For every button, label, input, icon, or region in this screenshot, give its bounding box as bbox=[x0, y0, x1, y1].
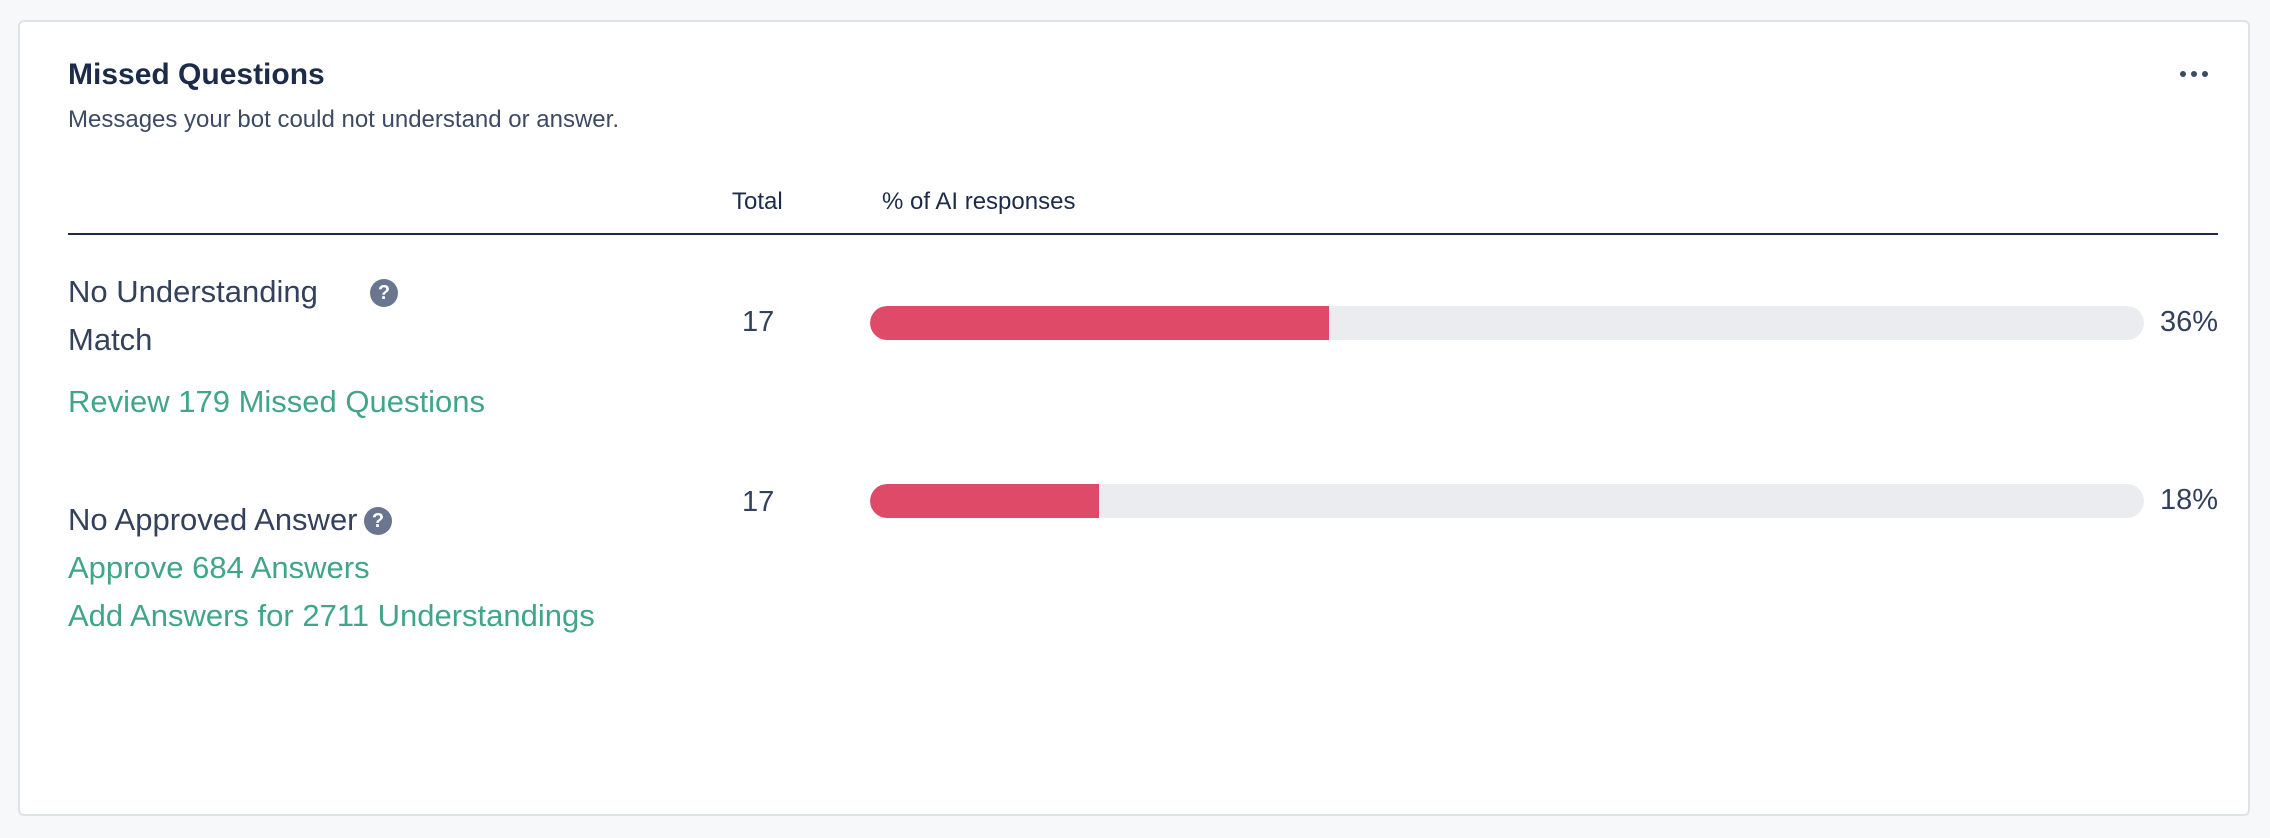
progress-bar-no-understanding-match bbox=[870, 306, 2144, 340]
row-percent-no-understanding-match: 36% bbox=[2160, 306, 2219, 338]
column-header-percent: % of AI responses bbox=[882, 188, 1076, 215]
row-total-no-understanding-match: 17 bbox=[742, 306, 775, 338]
more-options-button[interactable] bbox=[2174, 62, 2214, 86]
progress-fill-no-understanding-match bbox=[870, 306, 1329, 340]
row-percent-no-approved-answer: 18% bbox=[2160, 484, 2219, 516]
row-total-no-approved-answer: 17 bbox=[742, 486, 775, 518]
progress-fill-no-approved-answer bbox=[870, 484, 1100, 518]
row-label-no-approved-answer: No Approved Answer bbox=[68, 502, 358, 537]
question-circle-icon[interactable]: ? bbox=[364, 507, 392, 535]
header-divider bbox=[68, 233, 2218, 235]
ellipsis-dot bbox=[2202, 71, 2208, 77]
column-header-total: Total bbox=[732, 188, 783, 215]
review-missed-questions-link[interactable]: Review 179 Missed Questions bbox=[68, 384, 485, 419]
question-circle-icon[interactable]: ? bbox=[370, 279, 398, 307]
add-answers-link[interactable]: Add Answers for 2711 Understandings bbox=[68, 598, 595, 633]
approve-answers-link[interactable]: Approve 684 Answers bbox=[68, 550, 370, 585]
ellipsis-horizontal-icon bbox=[2180, 71, 2186, 77]
progress-bar-no-approved-answer bbox=[870, 484, 2144, 518]
missed-questions-card: Missed Questions Messages your bot could… bbox=[18, 20, 2250, 816]
ellipsis-dot bbox=[2191, 71, 2197, 77]
row-label-no-understanding-match: No Understanding Match bbox=[68, 274, 318, 357]
card-title: Missed Questions bbox=[68, 58, 325, 91]
card-subtitle: Messages your bot could not understand o… bbox=[68, 106, 619, 133]
